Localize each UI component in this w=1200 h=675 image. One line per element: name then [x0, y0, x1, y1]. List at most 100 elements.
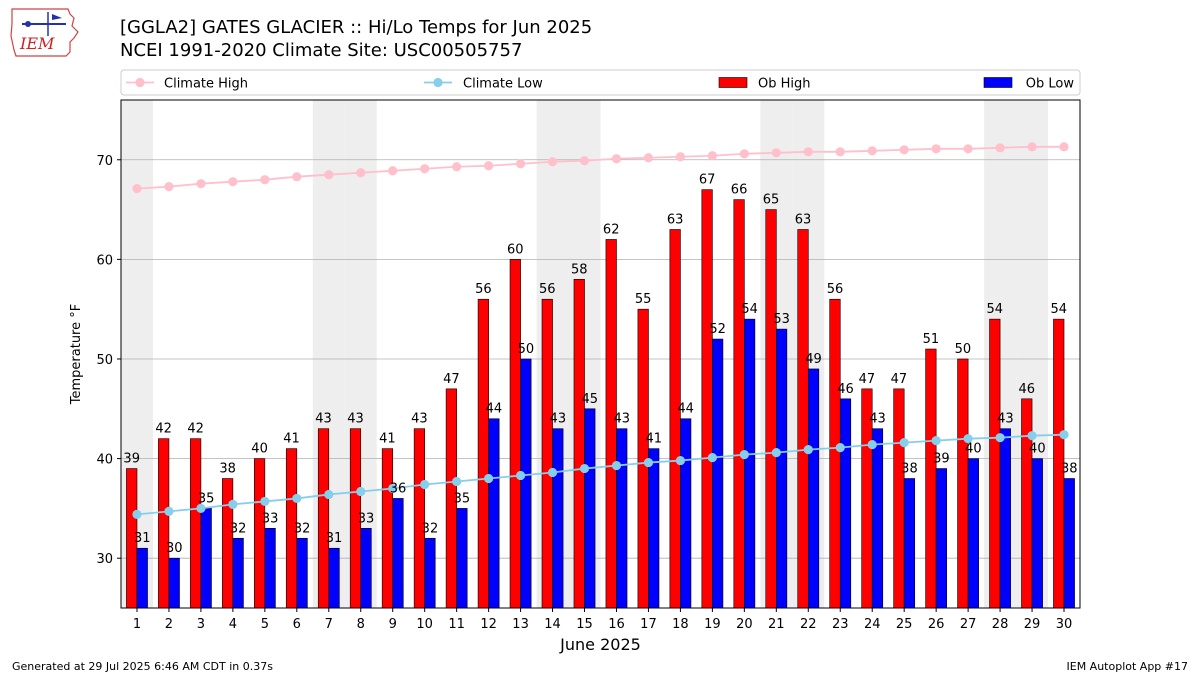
climate-high-point — [611, 154, 622, 164]
climate-low-point — [899, 438, 909, 448]
ob-high-label: 47 — [859, 372, 876, 387]
ob-low-label: 32 — [230, 521, 247, 536]
ob-high-bar — [222, 478, 234, 609]
ob-high-label: 43 — [315, 412, 332, 427]
climate-high-point — [675, 152, 686, 162]
ob-low-label: 43 — [550, 412, 567, 427]
ob-low-label: 35 — [198, 491, 215, 506]
ob-high-label: 63 — [667, 212, 684, 227]
ob-high-bar — [541, 298, 553, 609]
ob-low-bar — [744, 318, 756, 609]
y-tick-label: 40 — [96, 453, 113, 468]
x-tick-label: 10 — [416, 617, 433, 632]
climate-high-point — [899, 145, 909, 155]
ob-low-label: 33 — [262, 511, 279, 526]
x-tick-label: 19 — [704, 617, 721, 632]
ob-low-bar — [168, 557, 180, 609]
climate-high-point — [1059, 142, 1069, 152]
ob-high-label: 54 — [1050, 302, 1067, 317]
climate-high-point — [420, 164, 430, 174]
climate-low-point — [803, 445, 813, 455]
ob-low-bar — [776, 328, 788, 609]
x-axis-label: June 2025 — [559, 635, 641, 654]
ob-high-label: 40 — [251, 442, 268, 457]
climate-low-point — [611, 460, 622, 471]
ob-low-bar — [488, 418, 500, 609]
x-tick-label: 3 — [197, 617, 205, 632]
x-tick-label: 24 — [864, 617, 881, 632]
climate-low-point — [1027, 431, 1037, 441]
legend: Climate High Climate Low Ob High Ob Low — [120, 69, 1081, 96]
legend-climate-low-marker — [433, 77, 443, 88]
x-tick-label: 17 — [640, 617, 657, 632]
ob-high-label: 65 — [763, 193, 780, 208]
ob-high-label: 66 — [731, 183, 748, 198]
logo-text: IEM — [19, 34, 55, 53]
ob-low-label: 43 — [997, 412, 1014, 427]
climate-high-point — [196, 179, 206, 189]
climate-high-point — [228, 177, 238, 187]
ob-low-label: 52 — [709, 322, 726, 337]
ob-high-bar — [317, 428, 330, 609]
climate-high-point — [739, 149, 749, 159]
climate-low-point — [771, 448, 781, 458]
ob-high-label: 51 — [923, 332, 940, 347]
legend-ob-low-label: Ob Low — [1026, 77, 1075, 92]
climate-low-point — [420, 479, 430, 490]
wind-vane-icon — [52, 14, 62, 20]
climate-high-point — [995, 143, 1005, 153]
ob-high-bar — [797, 229, 809, 609]
ob-low-label: 44 — [677, 402, 694, 417]
chart-subtitle: NCEI 1991-2020 Climate Site: USC00505757 — [120, 40, 523, 61]
ob-low-label: 31 — [326, 531, 343, 546]
ob-low-bar — [584, 408, 596, 609]
ob-high-label: 54 — [987, 302, 1004, 317]
ob-low-bar — [935, 468, 947, 609]
climate-low-point — [675, 455, 686, 466]
climate-low-point — [356, 486, 366, 497]
climate-high-line — [136, 145, 1065, 190]
ob-low-bar — [616, 428, 628, 609]
ob-high-bar — [254, 458, 266, 609]
ob-high-label: 42 — [187, 422, 204, 437]
iem-logo: IEM — [10, 8, 79, 57]
ob-low-bar — [328, 547, 340, 609]
x-tick-label: 20 — [736, 617, 753, 632]
y-tick-label: 50 — [96, 353, 113, 368]
ob-low-label: 49 — [805, 352, 822, 367]
data-labels: 39 31 42 30 42 35 38 32 40 33 41 32 43 31 43 33 41 36 43 32… — [123, 173, 1077, 557]
ob-low-bar — [264, 528, 276, 609]
ob-low-label: 38 — [901, 462, 918, 477]
climate-low-point — [579, 463, 590, 474]
climate-low-point — [324, 489, 334, 500]
ob-high-label: 41 — [283, 432, 300, 447]
x-tick-label: 7 — [325, 617, 333, 632]
ob-low-label: 53 — [773, 312, 790, 327]
climate-low-point — [388, 483, 398, 494]
ob-high-bar — [669, 229, 681, 609]
ob-high-bar — [477, 298, 489, 609]
ob-high-label: 43 — [411, 412, 428, 427]
ob-low-label: 43 — [869, 412, 886, 427]
x-tick-label: 8 — [357, 617, 365, 632]
climate-high-point — [579, 156, 590, 166]
y-axis-label: Temperature °F — [69, 304, 84, 405]
x-tick-label: 6 — [293, 617, 301, 632]
ob-high-bar — [733, 199, 745, 609]
ob-low-label: 39 — [933, 452, 950, 467]
ob-low-bar — [871, 428, 884, 609]
x-tick-label: 22 — [800, 617, 817, 632]
y-tick-label: 70 — [96, 154, 113, 169]
legend-ob-high-label: Ob High — [758, 77, 811, 92]
climate-low-point — [228, 499, 238, 510]
ob-low-bar — [1063, 478, 1075, 609]
y-tick-label: 60 — [96, 253, 113, 268]
ob-low-bar — [456, 508, 468, 609]
climate-high-point — [867, 146, 877, 156]
climate-low-line — [136, 433, 1065, 516]
climate-high-point — [484, 161, 494, 171]
ob-high-label: 67 — [699, 173, 716, 188]
ob-low-bar — [552, 428, 564, 609]
ob-high-bar — [413, 428, 425, 609]
